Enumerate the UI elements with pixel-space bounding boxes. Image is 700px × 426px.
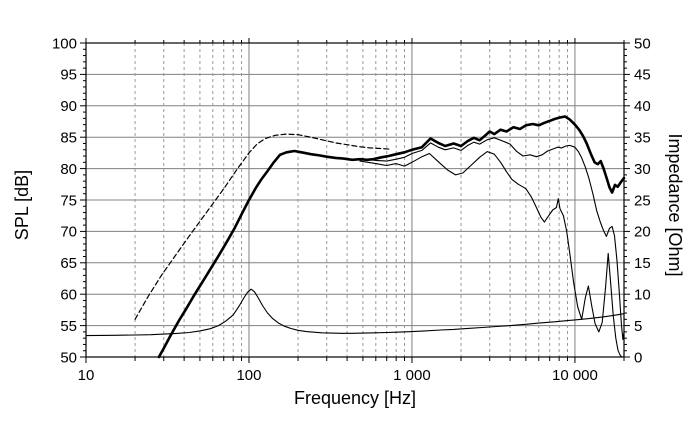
y-right-tick-label: 45	[634, 67, 651, 84]
y-left-tick-label: 90	[60, 98, 77, 115]
series-impedance	[85, 288, 625, 337]
x-tick-label: 100	[236, 367, 261, 384]
y-right-tick-label: 50	[634, 35, 651, 52]
y-axis-title-left: SPL [dB]	[12, 170, 32, 240]
series-spl-off-axis-1-thin	[359, 137, 625, 340]
y-right-tick-label: 25	[634, 192, 651, 209]
tick-layer: 50 55 60 65 70 75 80 85 90 95 100 0 5 10 15 20 25 30 35 40 4…	[52, 35, 651, 384]
y-left-tick-label: 50	[60, 349, 77, 366]
y-right-tick-label: 15	[634, 255, 651, 272]
x-tick-label: 1 000	[393, 367, 431, 384]
y-right-tick-label: 10	[634, 286, 651, 303]
y-right-tick-label: 20	[634, 224, 651, 241]
series-layer	[85, 115, 626, 359]
y-left-tick-label: 75	[60, 192, 77, 209]
y-left-tick-label: 65	[60, 255, 77, 272]
y-right-tick-label: 5	[634, 318, 642, 335]
series-spl-off-axis-2-thin	[359, 151, 623, 358]
y-left-tick-label: 60	[60, 286, 77, 303]
y-right-tick-label: 30	[634, 161, 651, 178]
y-left-tick-label: 80	[60, 161, 77, 178]
label-layer: Frequency [Hz] SPL [dB] Impedance [Ohm]	[12, 133, 685, 408]
series-spl-dashed	[134, 133, 391, 320]
y-left-tick-label: 70	[60, 224, 77, 241]
y-right-tick-label: 40	[634, 98, 651, 115]
y-right-tick-label: 35	[634, 129, 651, 146]
series-spl-main-thick	[157, 115, 626, 359]
y-axis-title-right: Impedance [Ohm]	[665, 133, 685, 276]
y-left-tick-label: 95	[60, 67, 77, 84]
y-left-tick-label: 100	[52, 35, 77, 52]
y-left-tick-label: 55	[60, 318, 77, 335]
y-left-tick-label: 85	[60, 129, 77, 146]
x-axis-title: Frequency [Hz]	[294, 388, 416, 408]
y-right-tick-label: 0	[634, 349, 642, 366]
x-tick-label: 10	[78, 367, 95, 384]
grid-layer	[86, 43, 624, 357]
x-tick-label: 10 000	[552, 367, 598, 384]
